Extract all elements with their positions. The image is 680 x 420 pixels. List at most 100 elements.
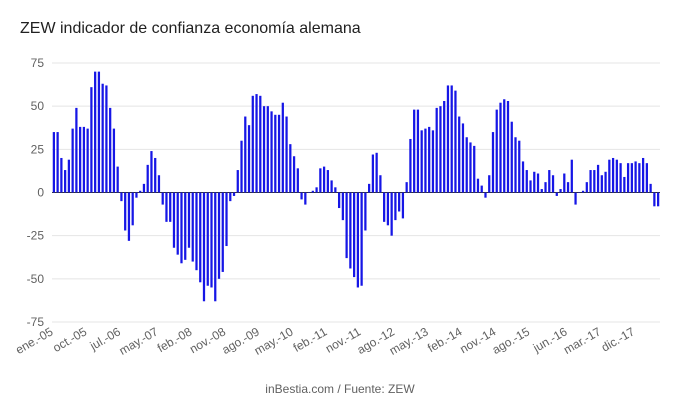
bar [120, 192, 123, 202]
bar [225, 192, 228, 247]
bar [184, 192, 187, 260]
bar [161, 192, 164, 205]
bar [634, 161, 637, 193]
source-label: inBestia.com / Fuente: ZEW [265, 382, 415, 396]
y-tick-label: -50 [27, 272, 45, 286]
bar [187, 192, 191, 248]
bar [232, 192, 236, 196]
bar [394, 192, 397, 221]
bar [428, 126, 431, 193]
bar [476, 178, 480, 193]
x-tick-label: dic.-17 [599, 324, 637, 354]
bar [589, 170, 592, 193]
bar [240, 140, 243, 193]
x-tick-label: nov.-08 [187, 324, 228, 356]
y-tick-label: 0 [37, 186, 44, 200]
y-axis-ticks: 75 50 25 0 -25 -50 -75 [27, 56, 45, 329]
bar [157, 175, 161, 193]
y-tick-label: -75 [27, 315, 45, 329]
bar [199, 192, 202, 283]
bar [439, 106, 442, 193]
bar [555, 192, 558, 196]
bar [405, 182, 408, 193]
bar [544, 182, 547, 193]
bar [251, 95, 254, 193]
bar [206, 192, 209, 286]
bar [626, 163, 630, 193]
bar [548, 170, 551, 193]
bar [330, 180, 333, 193]
bar [360, 192, 363, 286]
bar [229, 192, 232, 202]
bar [274, 114, 277, 193]
bar [353, 192, 356, 278]
bar [221, 192, 224, 272]
bar [615, 159, 618, 193]
bar [578, 192, 581, 193]
bar [653, 192, 656, 207]
bar [488, 175, 491, 193]
bar [214, 192, 217, 302]
bar [585, 182, 588, 193]
bar [334, 187, 337, 193]
bar [172, 192, 176, 248]
bar [611, 157, 615, 193]
bar [105, 85, 108, 193]
bar [559, 189, 562, 193]
bar [401, 192, 405, 219]
bar [341, 192, 344, 221]
bar [416, 109, 420, 193]
bar [195, 192, 198, 271]
bar [657, 192, 660, 207]
bar [514, 137, 517, 193]
bar [236, 170, 239, 193]
bar [465, 137, 468, 193]
bar [398, 192, 401, 212]
bar [127, 192, 131, 241]
bar [461, 123, 465, 193]
bar [90, 87, 93, 193]
bar [97, 71, 101, 193]
bar [450, 85, 453, 193]
x-tick-label: oct.-05 [50, 324, 89, 355]
bar [364, 192, 367, 231]
bar [296, 168, 299, 193]
bar [270, 111, 273, 193]
bar [75, 107, 78, 193]
bar [563, 173, 566, 193]
bar [56, 132, 59, 193]
bar [94, 71, 97, 193]
bar [431, 130, 435, 193]
bar [641, 157, 645, 193]
bar [315, 187, 318, 193]
bar [322, 166, 326, 193]
bar [202, 192, 206, 302]
bar [480, 185, 483, 193]
bar [491, 132, 495, 193]
bar [176, 192, 179, 255]
bar [52, 132, 55, 193]
bar [247, 125, 251, 193]
bar [499, 102, 502, 193]
y-tick-label: 50 [31, 99, 45, 113]
bar [191, 192, 194, 262]
bar [413, 109, 416, 193]
bar [604, 171, 607, 193]
bar [371, 154, 375, 193]
bar [86, 128, 89, 193]
bar [409, 138, 412, 193]
bar [255, 94, 258, 193]
bar [420, 130, 423, 193]
bar [551, 175, 555, 193]
bar [300, 192, 303, 200]
bar [169, 192, 172, 222]
bar [536, 173, 540, 193]
bar [337, 192, 341, 209]
bar [112, 128, 116, 193]
x-tick-label: feb.-08 [155, 324, 195, 355]
bar [304, 192, 307, 205]
bar [623, 176, 626, 193]
bar [581, 190, 585, 193]
bar [566, 182, 570, 193]
